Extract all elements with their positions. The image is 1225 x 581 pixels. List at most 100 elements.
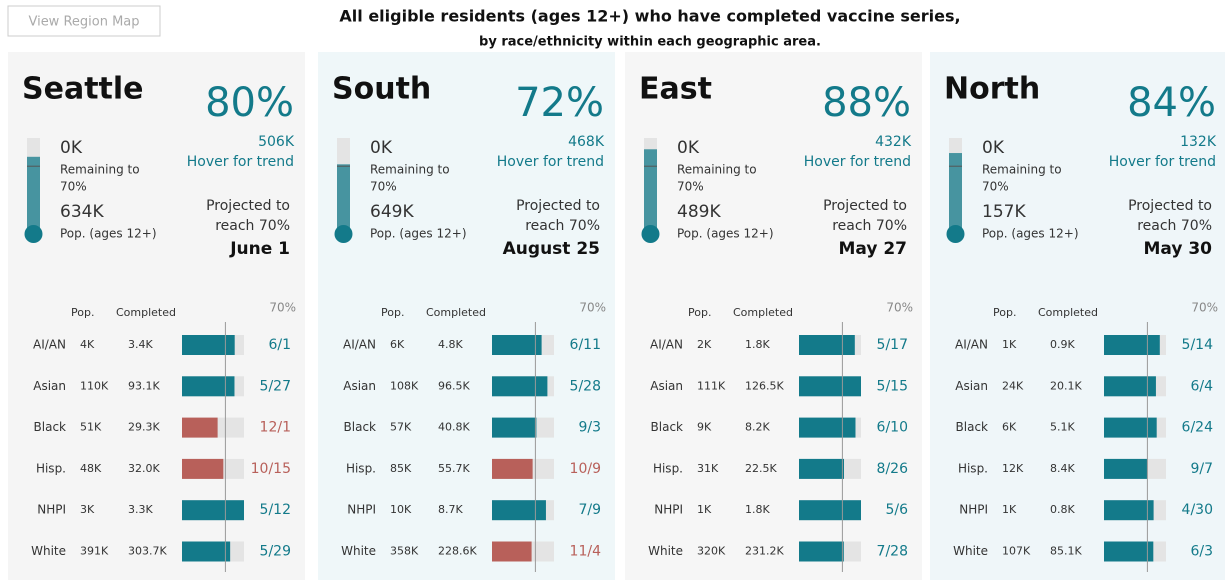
button-box[interactable]	[7, 5, 161, 37]
completed: 32.0K	[128, 462, 160, 475]
pop: 358K	[390, 545, 419, 558]
date: 12/1	[260, 420, 291, 436]
date: 7/9	[578, 502, 601, 518]
completed: 55.7K	[438, 462, 470, 475]
pop: 4K	[80, 338, 95, 351]
date: 10/9	[570, 461, 601, 477]
completed: 29.3K	[128, 421, 160, 434]
completed-total: 132K	[1180, 134, 1217, 150]
remaining-label: Remaining to	[370, 163, 450, 177]
group: AI/AN	[955, 338, 988, 352]
bar	[1104, 376, 1156, 397]
bar	[182, 541, 231, 562]
subtitle: by race/ethnicity within each geographic…	[479, 35, 821, 50]
bar	[182, 417, 218, 438]
bar	[799, 541, 844, 562]
completed: 20.1K	[1050, 379, 1082, 392]
bar	[492, 335, 542, 355]
date: 5/14	[1182, 337, 1214, 353]
group: White	[31, 544, 66, 558]
title: All eligible residents (ages 12+) who ha…	[339, 7, 960, 26]
group: Black	[956, 420, 989, 434]
pop: 107K	[1002, 545, 1031, 558]
population-label: Pop. (ages 12+)	[60, 227, 157, 241]
group: AI/AN	[650, 338, 683, 352]
group: Black	[34, 420, 67, 434]
completed-total: 506K	[258, 134, 295, 150]
pop: 320K	[697, 545, 726, 558]
remaining: 0K	[982, 138, 1005, 158]
pop: 9K	[697, 421, 712, 434]
button[interactable]: View Region Map	[28, 15, 139, 30]
col-header: Pop.	[71, 306, 94, 319]
bar	[799, 458, 844, 479]
group: NHPI	[654, 503, 683, 517]
target-label: 70%	[579, 301, 606, 315]
thermometer-fill	[644, 149, 657, 232]
hover-link: Hover for trend	[1109, 154, 1216, 170]
region-pct: 72%	[515, 80, 604, 126]
date: 5/6	[885, 502, 908, 518]
remaining-label: 70%	[982, 180, 1009, 194]
bar	[182, 458, 224, 479]
date: 4/30	[1182, 502, 1213, 518]
projected-label: Projected to	[823, 198, 907, 214]
bar	[799, 376, 861, 397]
bar	[182, 500, 244, 521]
region-name: Seattle	[22, 72, 144, 107]
group: Asian	[650, 379, 683, 393]
thermometer-bulb	[334, 225, 353, 243]
group: White	[341, 544, 376, 558]
completed: 96.5K	[438, 379, 470, 392]
date: 5/29	[260, 544, 291, 560]
remaining: 0K	[677, 138, 700, 158]
population: 634K	[60, 202, 104, 222]
population: 489K	[677, 202, 721, 222]
thermometer-fill	[949, 153, 962, 232]
bar	[182, 335, 235, 355]
pop: 108K	[390, 379, 419, 392]
bar	[1104, 417, 1157, 438]
population-label: Pop. (ages 12+)	[982, 227, 1079, 241]
completed: 1.8K	[745, 338, 770, 351]
remaining-label: 70%	[677, 180, 704, 194]
pop: 85K	[390, 462, 412, 475]
completed: 8.2K	[745, 421, 770, 434]
projected-label: reach 70%	[832, 218, 907, 234]
bar	[492, 500, 546, 521]
pop: 24K	[1002, 379, 1024, 392]
pop: 1K	[1002, 338, 1017, 351]
completed: 0.8K	[1050, 503, 1075, 516]
group: Black	[651, 420, 684, 434]
pop: 3K	[80, 503, 95, 516]
completed: 1.8K	[745, 503, 770, 516]
pop: 6K	[390, 338, 405, 351]
remaining-label: 70%	[370, 180, 397, 194]
thermometer-bulb	[24, 225, 43, 243]
pop: 51K	[80, 421, 102, 434]
hover-link: Hover for trend	[497, 154, 604, 170]
group: Asian	[33, 379, 66, 393]
completed: 93.1K	[128, 379, 160, 392]
date: 10/15	[251, 461, 291, 477]
date: 6/24	[1182, 420, 1214, 436]
col-header: Pop.	[688, 306, 711, 319]
target-label: 70%	[1191, 301, 1218, 315]
completed: 8.4K	[1050, 462, 1075, 475]
group: Hisp.	[346, 461, 376, 475]
date: 7/28	[877, 544, 908, 560]
pop: 1K	[697, 503, 712, 516]
completed-total: 432K	[875, 134, 912, 150]
population: 157K	[982, 202, 1026, 222]
target-label: 70%	[886, 301, 913, 315]
remaining-label: Remaining to	[60, 163, 140, 177]
date: 5/12	[260, 502, 291, 518]
date: 9/7	[1190, 461, 1213, 477]
panel	[930, 52, 1225, 580]
date: 6/10	[877, 420, 908, 436]
projected-date: August 25	[503, 239, 600, 259]
bar	[492, 376, 548, 397]
date: 8/26	[877, 461, 909, 477]
date: 5/15	[877, 378, 908, 394]
